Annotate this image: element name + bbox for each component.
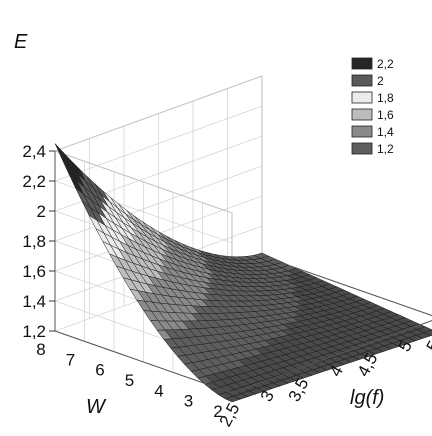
w-tick-label: 2 [213, 402, 222, 421]
legend-label: 1,8 [377, 91, 394, 105]
z-tick-label: 2,4 [22, 142, 46, 161]
z-axis-title: E [14, 31, 28, 53]
legend-label: 1,4 [377, 125, 394, 139]
box-floor-edge [231, 320, 432, 394]
w-axis-ticks: 8 7 6 5 4 3 2 [36, 340, 222, 421]
legend-label: 1,6 [377, 108, 394, 122]
legend-swatch [351, 74, 373, 87]
legend-swatch [351, 57, 373, 70]
lgf-tick-label: 5,5 [423, 325, 432, 355]
w-tick-label: 5 [125, 371, 134, 390]
legend-swatch [351, 142, 373, 155]
legend-label: 2,2 [377, 57, 394, 71]
lgf-axis-title: lg(f) [350, 387, 384, 409]
z-tick-label: 2 [37, 202, 46, 221]
legend-swatch [351, 125, 373, 138]
z-axis-ticks: 1,2 1,4 1,6 1,8 2 2,2 2,4 [22, 142, 55, 341]
w-tick-label: 6 [95, 361, 104, 380]
legend-swatch [351, 108, 373, 121]
legend-label: 1,2 [377, 142, 394, 156]
w-tick-label: 4 [154, 381, 163, 400]
w-tick-label: 8 [36, 340, 45, 359]
z-tick-label: 2,2 [22, 172, 46, 191]
z-tick-label: 1,4 [22, 292, 46, 311]
z-tick-label: 1,8 [22, 232, 46, 251]
legend-swatch [351, 91, 373, 104]
box-floor-edge [54, 330, 233, 394]
surface-cell [224, 395, 241, 403]
w-tick-label: 7 [66, 350, 75, 369]
z-tick-label: 1,6 [22, 262, 46, 281]
legend-label: 2 [377, 74, 384, 88]
w-tick-label: 3 [184, 392, 193, 411]
w-axis-title: W [86, 396, 107, 418]
surface-mesh [54, 143, 432, 403]
box-floor-edge [261, 255, 432, 317]
legend: 2,2 2 1,8 1,6 1,4 1,2 [351, 57, 394, 156]
z-tick-label: 1,2 [22, 322, 46, 341]
